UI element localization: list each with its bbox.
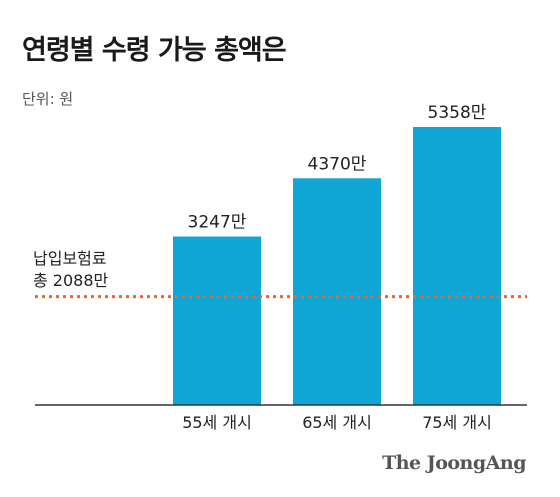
data-label-3: 5358만 [428, 103, 487, 123]
unit-label: 단위: 원 [22, 90, 74, 108]
data-label-2: 4370만 [308, 154, 367, 174]
bar-3 [413, 127, 501, 405]
bar-2 [293, 178, 381, 405]
bar-1 [173, 236, 261, 405]
x-tick-label-1: 55세 개시 [182, 413, 252, 432]
x-tick-label-3: 75세 개시 [422, 413, 492, 432]
reference-line-label-1: 납입보험료 [33, 249, 107, 268]
reference-line-group: 납입보험료 총 2088만 [33, 249, 109, 290]
x-axis-labels: 55세 개시 65세 개시 75세 개시 [182, 413, 492, 432]
chart-title: 연령별 수령 가능 총액은 [22, 35, 287, 66]
reference-line-label-2: 총 2088만 [33, 271, 109, 290]
bars-group: 3247만 4370만 5358만 [173, 103, 501, 405]
data-label-1: 3247만 [188, 213, 247, 233]
x-tick-label-2: 65세 개시 [302, 413, 372, 432]
brand-logo: The JoongAng [382, 452, 526, 474]
